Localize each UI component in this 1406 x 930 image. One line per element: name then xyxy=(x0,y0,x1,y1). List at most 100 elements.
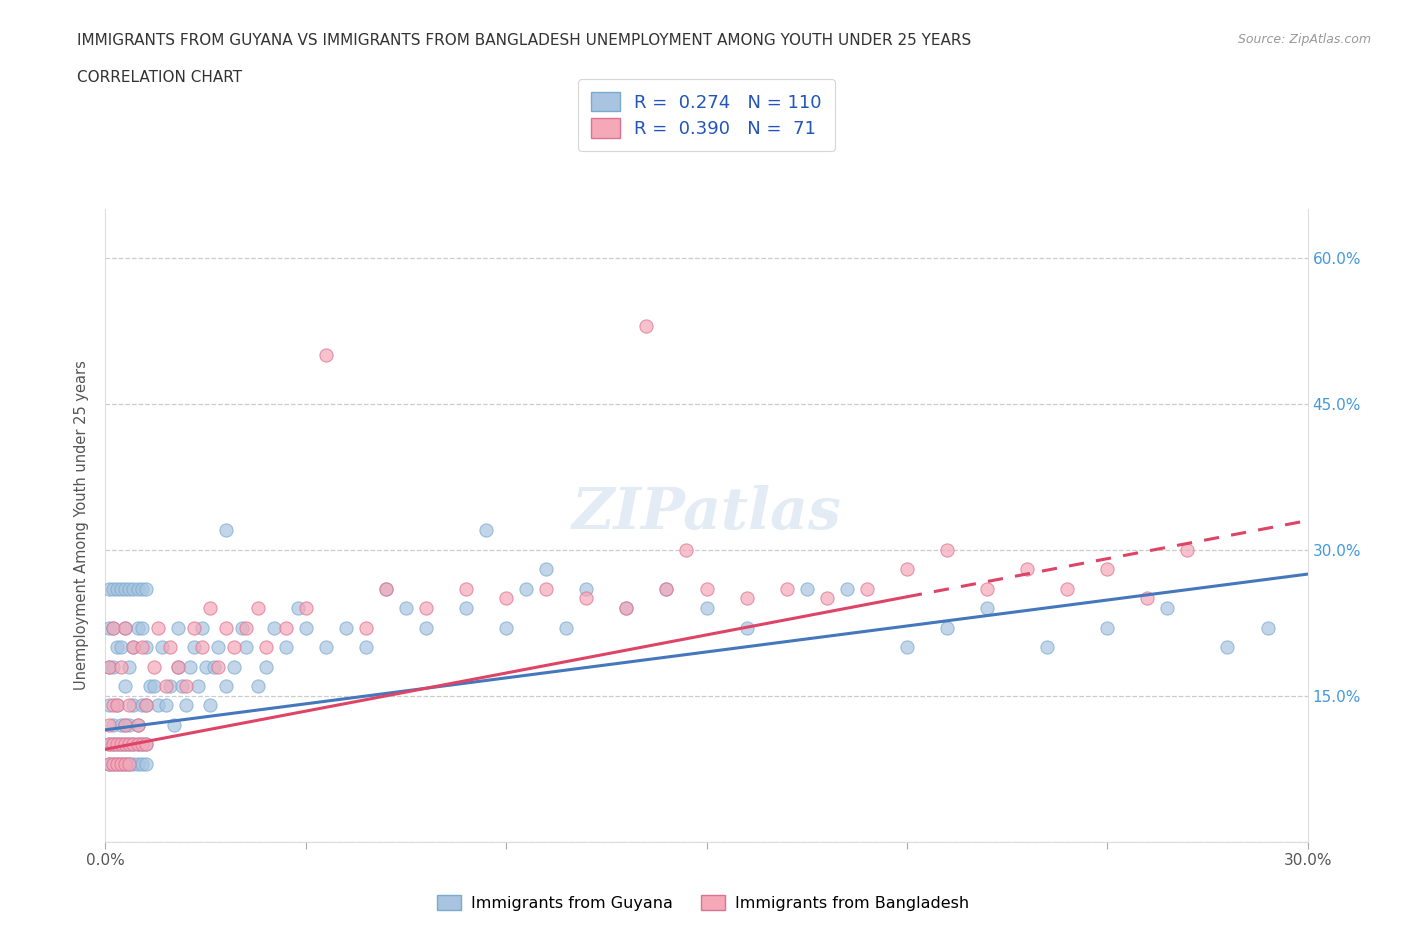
Point xyxy=(555,620,578,635)
Point xyxy=(135,698,157,713)
Point xyxy=(776,581,799,596)
Point xyxy=(354,620,377,635)
Point xyxy=(118,737,141,751)
Point xyxy=(190,640,212,655)
Point xyxy=(454,581,477,596)
Point xyxy=(127,737,149,751)
Point xyxy=(118,698,141,713)
Point xyxy=(415,601,437,616)
Point xyxy=(122,737,145,751)
Point xyxy=(107,698,129,713)
Point xyxy=(1097,620,1119,635)
Point xyxy=(274,640,297,655)
Point xyxy=(1177,542,1199,557)
Point xyxy=(174,679,197,694)
Point xyxy=(114,737,136,751)
Point xyxy=(110,737,132,751)
Point xyxy=(222,659,245,674)
Point xyxy=(214,620,236,635)
Point xyxy=(114,756,136,771)
Point xyxy=(98,698,121,713)
Point xyxy=(696,581,718,596)
Point xyxy=(118,659,141,674)
Point xyxy=(107,737,129,751)
Point xyxy=(114,620,136,635)
Text: ZIPatlas: ZIPatlas xyxy=(572,485,841,541)
Point xyxy=(1136,591,1159,605)
Point xyxy=(1216,640,1239,655)
Text: IMMIGRANTS FROM GUYANA VS IMMIGRANTS FROM BANGLADESH UNEMPLOYMENT AMONG YOUTH UN: IMMIGRANTS FROM GUYANA VS IMMIGRANTS FRO… xyxy=(77,33,972,47)
Point xyxy=(118,756,141,771)
Point xyxy=(110,756,132,771)
Point xyxy=(174,698,197,713)
Point xyxy=(855,581,877,596)
Point xyxy=(114,717,136,732)
Point xyxy=(142,679,165,694)
Point xyxy=(107,581,129,596)
Point xyxy=(122,581,145,596)
Point xyxy=(131,756,153,771)
Point xyxy=(110,659,132,674)
Point xyxy=(636,319,658,334)
Point xyxy=(976,581,998,596)
Point xyxy=(198,698,221,713)
Legend: Immigrants from Guyana, Immigrants from Bangladesh: Immigrants from Guyana, Immigrants from … xyxy=(430,889,976,917)
Point xyxy=(98,737,121,751)
Point xyxy=(374,581,398,596)
Point xyxy=(735,620,758,635)
Point xyxy=(616,601,638,616)
Point xyxy=(107,698,129,713)
Point xyxy=(166,620,188,635)
Point xyxy=(315,640,337,655)
Point xyxy=(114,717,136,732)
Point xyxy=(207,659,229,674)
Point xyxy=(118,581,141,596)
Point xyxy=(263,620,285,635)
Point xyxy=(110,756,132,771)
Point xyxy=(454,601,477,616)
Point xyxy=(166,659,188,674)
Point xyxy=(103,737,125,751)
Point xyxy=(103,581,125,596)
Point xyxy=(135,737,157,751)
Point xyxy=(1097,562,1119,577)
Point xyxy=(534,562,557,577)
Point xyxy=(135,581,157,596)
Point xyxy=(207,640,229,655)
Point xyxy=(183,640,205,655)
Point xyxy=(103,698,125,713)
Point xyxy=(98,756,121,771)
Point xyxy=(274,620,297,635)
Point xyxy=(696,601,718,616)
Point xyxy=(495,620,517,635)
Point xyxy=(415,620,437,635)
Point xyxy=(131,737,153,751)
Point xyxy=(103,620,125,635)
Point xyxy=(110,581,132,596)
Point xyxy=(110,717,132,732)
Point xyxy=(235,620,257,635)
Point xyxy=(976,601,998,616)
Point xyxy=(131,581,153,596)
Point xyxy=(1036,640,1059,655)
Point xyxy=(131,620,153,635)
Point xyxy=(198,601,221,616)
Point xyxy=(616,601,638,616)
Point xyxy=(135,756,157,771)
Legend: R =  0.274   N = 110, R =  0.390   N =  71: R = 0.274 N = 110, R = 0.390 N = 71 xyxy=(578,79,835,151)
Point xyxy=(815,591,838,605)
Point xyxy=(114,581,136,596)
Point xyxy=(122,640,145,655)
Point xyxy=(231,620,253,635)
Point xyxy=(135,640,157,655)
Point xyxy=(122,640,145,655)
Point xyxy=(103,659,125,674)
Point xyxy=(183,620,205,635)
Point xyxy=(1017,562,1039,577)
Point xyxy=(575,591,598,605)
Point xyxy=(98,659,121,674)
Point xyxy=(107,756,129,771)
Point xyxy=(295,620,318,635)
Point xyxy=(495,591,517,605)
Point xyxy=(194,659,217,674)
